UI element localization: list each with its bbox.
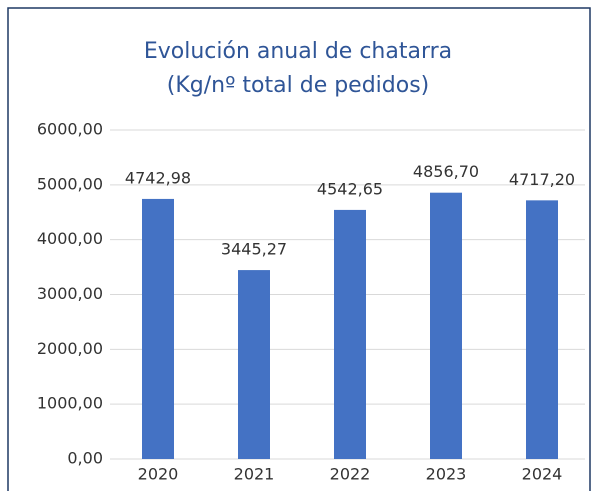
chart-frame — [7, 7, 591, 491]
chart-title: Evolución anual de chatarra — [144, 39, 452, 64]
y-tick-label: 3000,00 — [37, 284, 103, 303]
y-tick-label: 6000,00 — [37, 120, 103, 139]
x-tick-label: 2020 — [138, 465, 179, 484]
x-tick-label: 2024 — [522, 465, 563, 484]
x-tick-label: 2022 — [330, 465, 371, 484]
bar — [526, 200, 558, 459]
value-label: 4542,65 — [317, 179, 383, 198]
y-tick-label: 5000,00 — [37, 174, 103, 193]
bar — [334, 209, 366, 459]
value-label: 4856,70 — [413, 162, 479, 181]
chart-title: (Kg/nº total de pedidos) — [167, 73, 430, 98]
value-label: 4717,20 — [509, 170, 575, 189]
value-label: 4742,98 — [125, 168, 191, 187]
y-tick-label: 4000,00 — [37, 229, 103, 248]
x-tick-label: 2023 — [426, 465, 467, 484]
bar — [142, 198, 174, 460]
y-tick-label: 2000,00 — [37, 339, 103, 358]
y-tick-label: 0,00 — [67, 449, 103, 468]
bar — [430, 192, 462, 459]
x-tick-label: 2021 — [234, 465, 275, 484]
value-label: 3445,27 — [221, 240, 287, 259]
bar — [238, 270, 270, 459]
y-tick-label: 1000,00 — [37, 394, 103, 413]
